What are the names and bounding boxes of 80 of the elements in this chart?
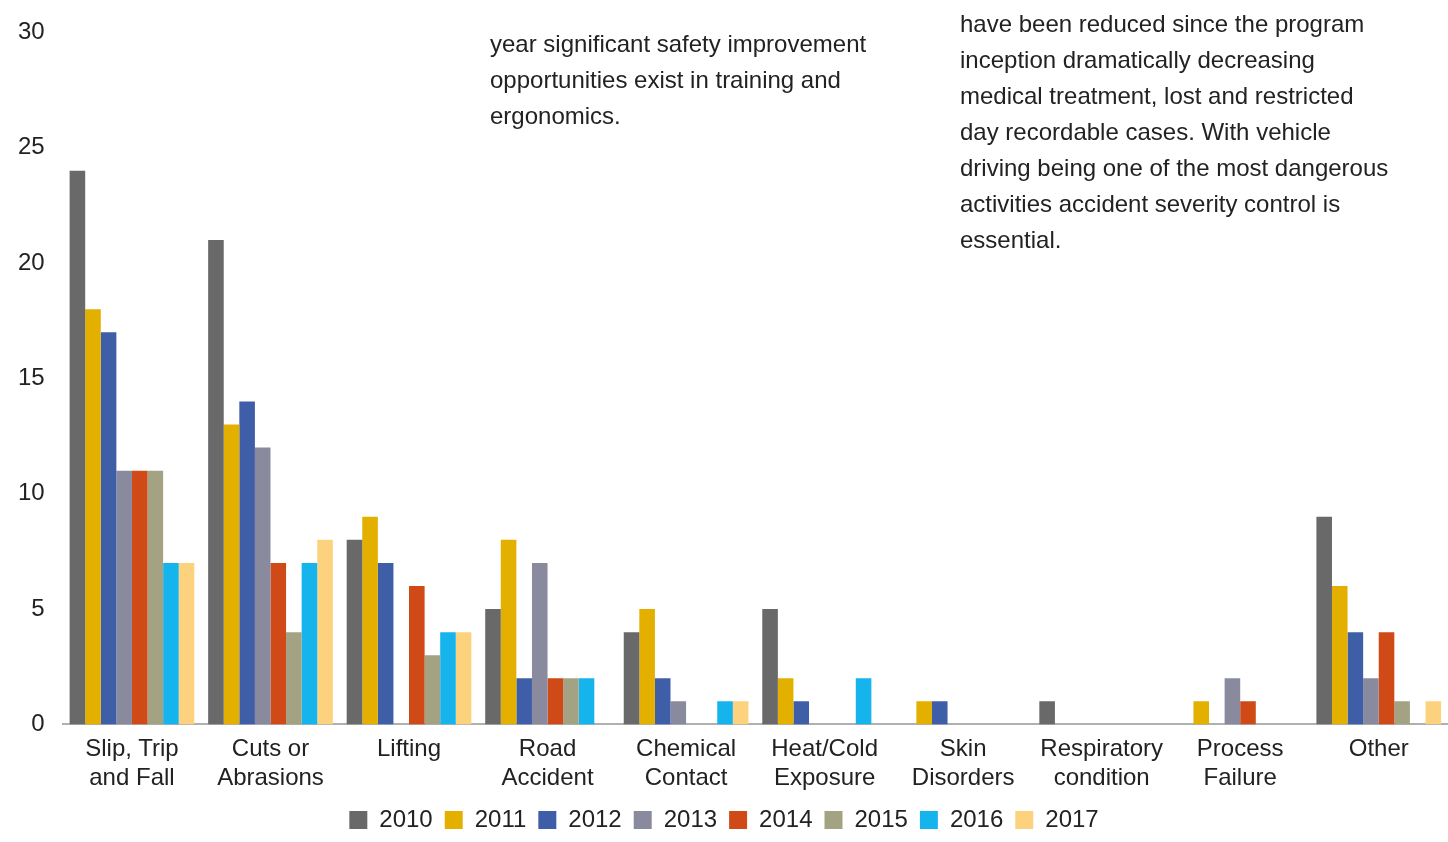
bar [670, 701, 687, 725]
bar [1378, 632, 1395, 725]
bar [424, 655, 441, 725]
bar [500, 539, 517, 725]
x-tick-label: Respiratory condition [1040, 734, 1164, 791]
bar [916, 701, 932, 725]
bar [440, 632, 456, 725]
bar [85, 309, 101, 725]
annotation: have been reduced since the program inception dramatically decreasing medical treatment, lost and restricted day recordable cases. With vehicle driving being one of the most dangerous activities accident severity control is essential. [960, 9, 1390, 255]
bar [1331, 586, 1348, 725]
legend-label: 2010 [379, 804, 433, 832]
bar [362, 516, 378, 725]
legend-label: 2013 [663, 804, 718, 832]
bar [931, 701, 948, 725]
bar [516, 678, 532, 725]
x-tick-label: Skin Disorders [911, 734, 1015, 791]
bar [301, 562, 318, 725]
y-tick-label: 0 [31, 709, 45, 737]
bar [485, 609, 501, 725]
bar [254, 447, 271, 725]
legend-label: 2012 [568, 804, 622, 832]
bar [1224, 678, 1241, 725]
legend-label: 2014 [759, 804, 813, 832]
bar [69, 170, 86, 725]
y-tick-label: 20 [17, 247, 45, 275]
bar [732, 701, 749, 725]
x-tick-label: Other [1348, 734, 1409, 762]
bar [116, 470, 132, 725]
bar [563, 678, 579, 725]
bar [578, 678, 595, 725]
bar [639, 609, 655, 725]
legend-label: 2011 [474, 804, 527, 832]
y-tick-label: 15 [17, 363, 45, 391]
x-tick-label: Process Failure [1196, 734, 1284, 791]
bar [377, 562, 394, 725]
y-tick-label: 10 [17, 478, 45, 506]
bar [547, 678, 564, 725]
bar [1240, 701, 1256, 725]
bar [346, 539, 363, 725]
bar [1394, 701, 1410, 725]
x-tick-label: Chemical Contact [636, 734, 737, 791]
bar [1193, 701, 1210, 725]
legend-label: 2015 [854, 804, 908, 832]
bar [239, 401, 255, 725]
bar [717, 701, 733, 725]
bar [317, 539, 333, 725]
bar [793, 701, 810, 725]
legend-label: 2017 [1045, 804, 1099, 832]
bar [855, 678, 872, 725]
bar [270, 562, 287, 725]
bar [654, 678, 671, 725]
x-tick-label: Heat/Cold Exposure [771, 734, 878, 791]
bar [531, 562, 548, 725]
bar [1039, 701, 1055, 725]
bar [409, 586, 425, 725]
bar [147, 470, 164, 725]
legend-label: 2016 [949, 804, 1004, 832]
bar [131, 470, 148, 725]
bar [623, 632, 640, 725]
annotation: year significant safety improvement opportunities exist in training and ergonomics. [490, 29, 868, 131]
bar [223, 424, 240, 725]
bar [208, 240, 224, 725]
bar [455, 632, 472, 725]
bar [100, 332, 117, 725]
y-tick-label: 25 [17, 132, 45, 160]
bar [163, 562, 179, 725]
bar [178, 562, 195, 725]
x-tick-label: Lifting [377, 734, 442, 762]
bar [777, 678, 794, 725]
bar [1425, 701, 1442, 725]
bar [1316, 516, 1332, 725]
x-tick-label: Slip, Trip and Fall [85, 734, 179, 791]
x-tick-label: Cuts or Abrasions [217, 734, 324, 791]
bar [1363, 678, 1379, 725]
x-tick-label: Road Accident [501, 734, 594, 791]
bar [1347, 632, 1364, 725]
bar [286, 632, 302, 725]
y-tick-label: 30 [17, 17, 45, 45]
bar [762, 609, 778, 725]
y-tick-label: 5 [31, 593, 45, 621]
